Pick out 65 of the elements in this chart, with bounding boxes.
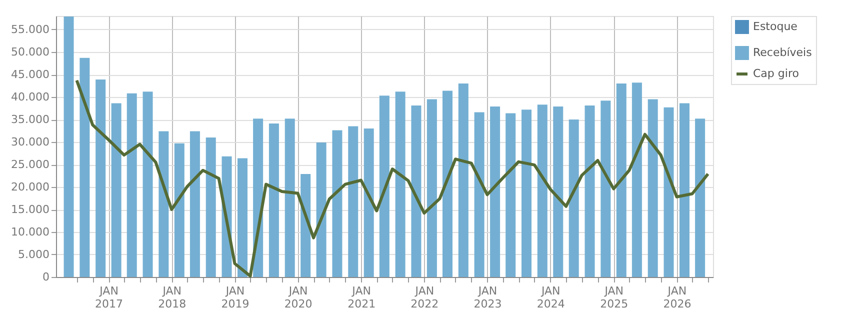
bar xyxy=(348,126,358,277)
y-tick-label: 35.000 xyxy=(11,113,50,126)
bar xyxy=(616,84,626,277)
bar xyxy=(537,104,548,277)
bar xyxy=(426,99,437,277)
bar xyxy=(679,103,690,277)
y-tick-label: 45.000 xyxy=(11,68,50,81)
x-tick-label: JAN 2026 xyxy=(663,284,692,310)
y-tick-label: 0 xyxy=(42,270,50,284)
bar xyxy=(695,118,706,277)
bar xyxy=(379,96,390,277)
bar xyxy=(600,100,611,277)
bar xyxy=(284,118,295,277)
x-tick-label: JAN 2021 xyxy=(348,284,376,310)
bar xyxy=(332,130,342,277)
legend-label: Cap giro xyxy=(753,67,800,80)
x-tick-label: JAN 2022 xyxy=(410,284,439,310)
y-tick-label: 20.000 xyxy=(11,180,50,194)
x-tick-label: JAN 2018 xyxy=(158,284,186,310)
bar xyxy=(490,106,500,277)
bar xyxy=(206,138,216,277)
bar xyxy=(632,82,642,277)
bar xyxy=(568,120,579,277)
x-tick-label: JAN 2019 xyxy=(221,284,250,310)
bar xyxy=(300,174,311,277)
bar xyxy=(364,128,374,277)
bar xyxy=(395,92,406,277)
bar xyxy=(238,158,248,277)
bar xyxy=(411,106,422,277)
y-tick-label: 10.000 xyxy=(11,226,50,238)
bar xyxy=(664,107,674,277)
x-tick-label: JAN 2025 xyxy=(600,284,628,310)
bar xyxy=(96,79,106,277)
bar xyxy=(64,16,74,277)
legend-label: Recebíveis xyxy=(753,46,812,59)
y-tick-label: 5.000 xyxy=(18,248,50,261)
bar xyxy=(474,112,484,277)
bar xyxy=(158,131,169,277)
bar xyxy=(553,106,564,277)
bar xyxy=(142,92,153,277)
x-tick-label: JAN 2024 xyxy=(536,284,565,310)
y-tick-label: 15.000 xyxy=(11,203,50,216)
bar xyxy=(442,90,453,277)
x-tick-label: JAN 2017 xyxy=(95,284,124,310)
line-series xyxy=(75,78,710,278)
x-tick-label: JAN 2020 xyxy=(284,284,312,310)
bar xyxy=(458,84,468,277)
y-tick-label: 50.000 xyxy=(11,46,50,58)
bar xyxy=(190,131,200,277)
y-tick-label: 40.000 xyxy=(11,90,50,104)
y-tick-label: 25.000 xyxy=(11,158,50,171)
bar xyxy=(111,103,122,277)
bar xyxy=(174,143,184,277)
y-tick-label: 30.000 xyxy=(11,136,50,148)
bar xyxy=(268,124,279,277)
bar xyxy=(316,142,326,277)
bar xyxy=(506,113,516,277)
legend-label: Estoque xyxy=(753,20,798,33)
bar xyxy=(522,110,532,277)
bar xyxy=(648,99,658,277)
x-tick-label: JAN 2023 xyxy=(474,284,502,310)
bar xyxy=(80,58,90,277)
bar xyxy=(126,93,137,277)
y-tick-label: 55.000 xyxy=(11,23,50,36)
bar xyxy=(584,106,595,277)
